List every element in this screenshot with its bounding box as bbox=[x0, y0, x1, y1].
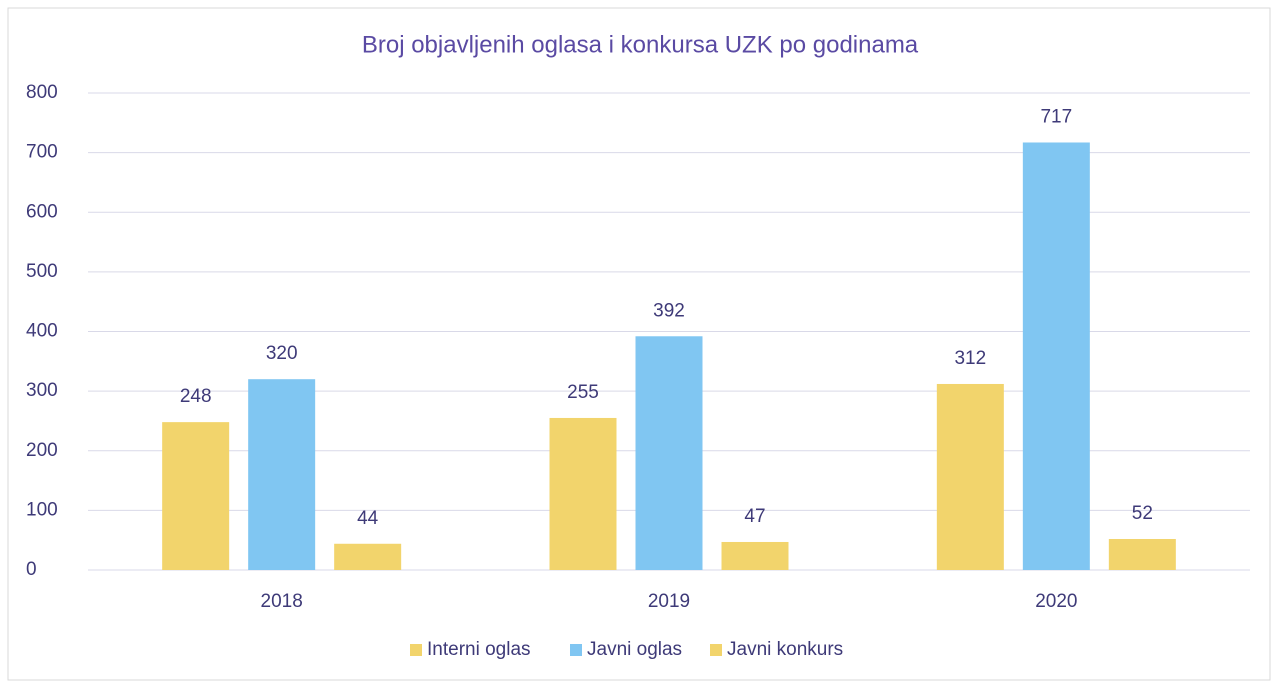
data-label: 248 bbox=[180, 386, 212, 407]
bar bbox=[1022, 142, 1090, 570]
bar bbox=[1108, 538, 1176, 570]
data-label: 52 bbox=[1132, 503, 1153, 524]
y-tick-label: 400 bbox=[26, 321, 58, 342]
data-label: 312 bbox=[954, 348, 986, 369]
bar bbox=[635, 336, 703, 570]
data-label: 320 bbox=[266, 343, 298, 364]
y-tick-label: 500 bbox=[26, 261, 58, 282]
data-label: 717 bbox=[1040, 107, 1072, 128]
x-tick-label: 2018 bbox=[261, 591, 303, 612]
legend-swatch bbox=[570, 644, 582, 656]
y-tick-label: 100 bbox=[26, 499, 58, 520]
data-label: 44 bbox=[357, 508, 379, 529]
y-tick-label: 700 bbox=[26, 142, 58, 163]
data-label: 255 bbox=[567, 382, 599, 403]
legend-label: Javni konkurs bbox=[727, 639, 843, 660]
bar bbox=[248, 379, 316, 570]
legend-label: Javni oglas bbox=[587, 639, 682, 660]
y-tick-label: 800 bbox=[26, 82, 58, 103]
legend-swatch bbox=[410, 644, 422, 656]
y-tick-label: 600 bbox=[26, 201, 58, 222]
bar bbox=[936, 383, 1004, 570]
x-tick-label: 2020 bbox=[1035, 591, 1077, 612]
bar bbox=[162, 422, 230, 570]
y-tick-label: 0 bbox=[26, 559, 37, 580]
legend-swatch bbox=[710, 644, 722, 656]
chart-title: Broj objavljenih oglasa i konkursa UZK p… bbox=[362, 31, 919, 58]
y-tick-label: 300 bbox=[26, 380, 58, 401]
x-tick-label: 2019 bbox=[648, 591, 690, 612]
data-label: 47 bbox=[744, 506, 765, 527]
legend-label: Interni oglas bbox=[427, 639, 531, 660]
bar bbox=[549, 417, 617, 570]
bar bbox=[721, 541, 789, 570]
data-label: 392 bbox=[653, 300, 685, 321]
y-tick-label: 200 bbox=[26, 440, 58, 461]
bar bbox=[334, 543, 402, 570]
